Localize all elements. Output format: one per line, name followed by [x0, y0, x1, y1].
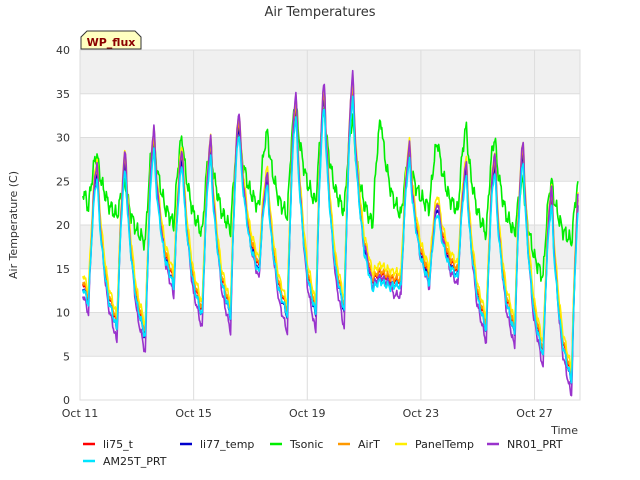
x-tick-label: Oct 27: [516, 407, 553, 420]
y-tick-labels: 0 5 10 15 20 25 30 35 40: [56, 44, 70, 407]
y-tick-label: 10: [56, 307, 70, 320]
legend-label: Tsonic: [289, 438, 323, 451]
y-tick-label: 25: [56, 175, 70, 188]
y-tick-label: 15: [56, 263, 70, 276]
x-tick-label: Oct 15: [175, 407, 212, 420]
y-axis-label: Air Temperature (C): [7, 171, 20, 279]
y-tick-label: 35: [56, 88, 70, 101]
series-line-am25t-prt: [82, 95, 579, 384]
site-tag: WP_flux: [80, 30, 142, 50]
y-tick-label: 40: [56, 44, 70, 57]
x-tick-labels: Oct 11 Oct 15 Oct 19 Oct 23 Oct 27: [62, 407, 553, 420]
x-tick-label: Oct 23: [403, 407, 440, 420]
x-tick-label: Oct 11: [62, 407, 99, 420]
y-tick-label: 30: [56, 132, 70, 145]
legend-label: PanelTemp: [415, 438, 474, 451]
plot-band: [80, 93, 580, 138]
y-tick-label: 20: [56, 219, 70, 232]
x-axis-label: Time: [550, 424, 578, 437]
series-line-tsonic: [82, 102, 579, 282]
plot-band: [80, 356, 580, 400]
legend-label: NR01_PRT: [507, 438, 563, 451]
chart-title: Air Temperatures: [264, 5, 375, 20]
plot-band: [80, 268, 580, 313]
plot-band: [80, 50, 580, 94]
legend-label: li77_temp: [200, 438, 254, 451]
legend-label: li75_t: [103, 438, 134, 451]
y-tick-label: 5: [63, 350, 70, 363]
legend: li75_t li77_temp Tsonic AirT PanelTemp NR01_P…: [83, 438, 563, 468]
legend-label: AirT: [358, 438, 380, 451]
site-tag-label: WP_flux: [87, 36, 136, 49]
plot-band: [80, 225, 580, 269]
legend-label: AM25T_PRT: [103, 455, 167, 468]
x-tick-label: Oct 19: [289, 407, 326, 420]
site-tag-box: [80, 30, 142, 50]
y-tick-label: 0: [63, 394, 70, 407]
series-lines: [82, 69, 579, 397]
plot-band: [80, 312, 580, 357]
